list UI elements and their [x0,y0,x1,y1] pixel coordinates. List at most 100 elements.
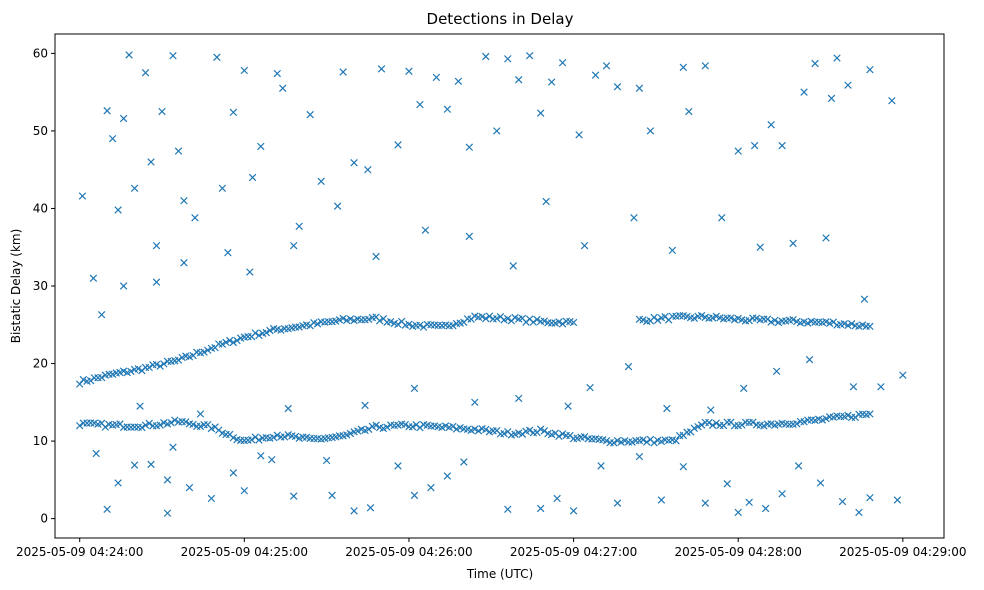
data-point-marker [756,243,764,251]
y-axis-label: Bistatic Delay (km) [9,229,23,344]
data-point-marker [555,318,563,326]
data-point-marker [92,449,100,458]
y-tick-label: 40 [33,201,48,215]
data-point-marker [679,63,688,72]
data-point-marker [156,421,164,429]
data-point-marker [650,439,658,447]
data-point-marker [405,67,413,75]
data-point-marker [727,314,735,322]
data-point-marker [284,404,292,413]
data-point-marker [262,328,270,337]
data-point-marker [246,268,254,276]
data-point-marker [708,314,717,322]
data-point-marker [474,427,483,435]
data-point-marker [493,314,501,323]
data-point-marker [558,320,567,328]
data-point-marker [767,120,775,129]
data-point-marker [295,222,303,231]
y-tick-label: 30 [33,279,48,293]
data-point-marker [163,509,172,517]
data-point-marker [432,73,441,82]
data-point-marker [866,493,874,502]
data-point-marker [529,318,538,326]
data-point-marker [130,184,139,193]
data-point-marker [697,311,706,320]
data-point-marker [465,143,474,151]
data-point-marker [597,462,605,470]
data-point-marker [291,432,300,441]
data-point-marker [328,491,336,500]
data-point-marker [694,422,702,431]
data-point-marker [189,420,197,429]
data-point-marker [789,239,797,248]
data-point-marker [586,383,594,392]
data-point-marker [449,321,457,330]
x-tick-label: 2025-05-09 04:29:00 [839,545,966,559]
data-point-marker [251,329,260,337]
data-point-marker [229,338,238,347]
data-point-marker [630,214,638,222]
data-point-marker [454,77,463,86]
data-point-marker [536,109,545,117]
data-point-marker [657,496,666,504]
data-point-marker [405,320,413,328]
data-point-marker [375,317,384,325]
data-point-marker [421,226,430,234]
plot-frame [54,33,945,539]
data-point-marker [672,436,680,445]
data-point-marker [280,433,289,441]
data-point-marker [289,241,298,250]
data-point-marker [738,421,746,429]
y-axis-ticks: 0 10 20 30 40 50 60 [33,46,55,526]
data-point-marker [504,314,512,323]
data-point-marker [119,114,128,123]
data-point-marker [504,505,512,514]
data-point-marker [416,100,424,109]
data-point-marker [536,504,545,513]
data-point-marker [602,62,611,70]
data-point-marker [386,317,395,326]
data-point-marker [213,53,221,61]
data-point-marker [410,384,419,393]
data-point-marker [361,401,369,410]
data-point-marker [514,394,523,403]
data-point-marker [734,147,742,155]
data-point-marker [650,313,658,322]
data-point-marker [229,433,238,442]
data-point-marker [394,141,402,149]
data-point-marker [772,367,781,376]
data-point-marker [127,367,135,376]
data-point-marker [708,421,717,429]
data-point-marker [749,418,757,426]
data-point-marker [163,476,172,484]
data-point-marker [180,259,188,267]
data-point-marker [827,94,836,103]
data-point-marker [147,460,155,469]
data-point-marker [482,314,490,323]
data-point-marker [460,458,468,466]
data-point-marker [866,65,874,74]
data-point-marker [685,107,693,116]
data-point-marker [866,410,874,418]
data-point-marker [745,316,753,325]
data-point-marker [364,315,373,324]
data-point-marker [200,348,208,356]
y-tick-label: 50 [33,124,48,138]
data-point-marker [101,423,110,431]
data-point-marker [679,462,688,471]
data-point-marker [339,68,347,76]
data-point-marker [366,504,375,512]
data-point-marker [152,278,161,286]
data-point-marker [346,429,355,438]
data-point-marker [844,81,852,89]
data-point-marker [273,69,281,78]
data-point-marker [569,318,578,327]
data-point-marker [196,422,205,431]
data-point-marker [844,411,852,420]
data-point-marker [141,421,150,429]
data-point-marker [372,252,380,261]
data-point-marker [248,173,257,182]
data-point-marker [119,282,128,290]
data-point-marker [800,88,808,96]
data-point-marker [482,52,490,61]
